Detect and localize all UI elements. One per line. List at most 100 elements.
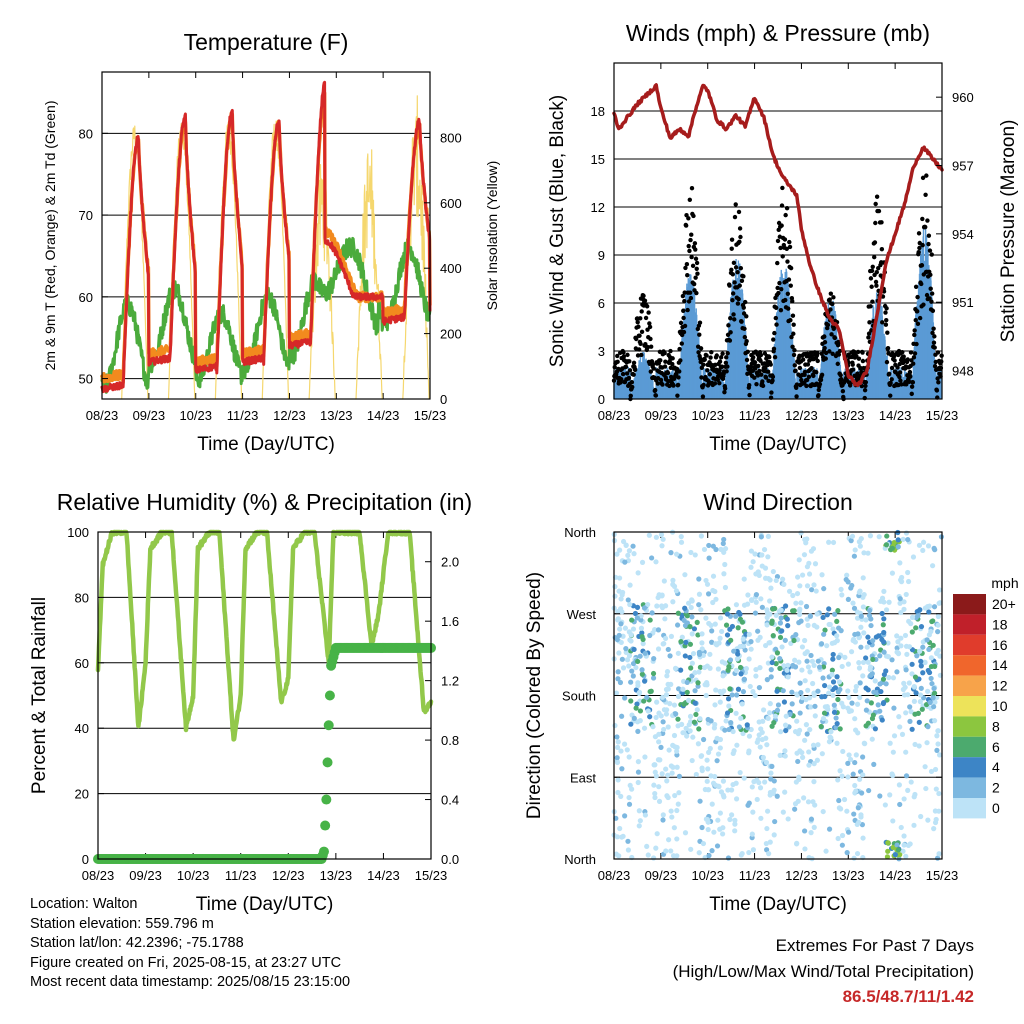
direction-point (674, 764, 680, 770)
direction-point (698, 607, 704, 613)
direction-point (765, 554, 771, 560)
direction-point (802, 637, 808, 644)
gust-point (736, 209, 742, 215)
gust-point (730, 291, 736, 296)
direction-point (659, 771, 665, 777)
direction-point (929, 681, 935, 687)
gust-point (647, 321, 652, 326)
gust-point (638, 341, 643, 347)
direction-point (800, 754, 806, 760)
direction-point (905, 578, 912, 585)
gust-point (921, 302, 926, 307)
gust-point (662, 350, 667, 356)
direction-point (916, 743, 922, 749)
direction-point (835, 696, 841, 703)
direction-point (761, 546, 768, 553)
station-info: Location: Walton Station elevation: 559.… (30, 895, 350, 993)
gust-point (930, 308, 936, 313)
gust-point (747, 392, 752, 398)
direction-point (810, 799, 816, 805)
direction-point (770, 633, 776, 639)
direction-point (773, 577, 779, 584)
gust-point (678, 320, 684, 326)
direction-point (884, 854, 891, 860)
direction-point (675, 693, 682, 700)
direction-point (785, 674, 791, 680)
legend-swatch (953, 696, 986, 717)
gust-point (639, 329, 645, 334)
gust-point (628, 393, 633, 398)
direction-point (933, 786, 939, 792)
gust-point (855, 349, 861, 355)
direction-point (866, 612, 873, 619)
direction-point (730, 750, 736, 757)
direction-point (845, 661, 852, 667)
direction-point (753, 666, 759, 673)
gust-point (901, 354, 906, 359)
temp2m-series (100, 80, 432, 394)
gust-point (879, 246, 885, 252)
direction-point (867, 533, 874, 539)
direction-point (905, 569, 911, 576)
gust-point (910, 380, 916, 385)
gust-point (808, 350, 814, 355)
direction-point (803, 722, 809, 728)
gust-point (642, 298, 648, 303)
gust-point (791, 352, 797, 358)
gust-point (936, 380, 941, 385)
direction-point (704, 581, 711, 587)
direction-point (729, 692, 735, 698)
temp9m-series (100, 91, 432, 385)
direction-point (860, 594, 866, 600)
gust-point (705, 368, 710, 373)
gust-point (868, 276, 874, 281)
direction-point (803, 603, 810, 610)
direction-point (820, 715, 827, 722)
gust-point (726, 323, 731, 328)
gust-point (799, 377, 804, 383)
direction-point (773, 661, 779, 667)
direction-point (898, 579, 905, 585)
direction-point (767, 792, 773, 798)
direction-point (842, 654, 848, 660)
gust-point (695, 271, 700, 276)
direction-point (672, 792, 678, 799)
direction-point (802, 536, 808, 543)
direction-point (931, 718, 938, 724)
gust-point (778, 307, 784, 313)
direction-point (626, 663, 632, 669)
legend-label: 16 (992, 637, 1008, 653)
gust-point (729, 237, 735, 242)
direction-point (734, 692, 740, 698)
direction-point (674, 748, 680, 754)
direction-point (724, 710, 731, 716)
direction-point (738, 671, 744, 677)
direction-point (724, 632, 731, 638)
direction-point (689, 757, 695, 764)
direction-point (890, 675, 897, 681)
direction-point (656, 784, 662, 790)
direction-point (637, 718, 643, 724)
direction-point (670, 599, 676, 605)
direction-point (721, 536, 727, 543)
direction-point (865, 550, 871, 556)
direction-point (740, 643, 747, 649)
gust-point (866, 335, 871, 340)
direction-point (808, 704, 814, 710)
gust-point (814, 370, 819, 375)
direction-point (880, 622, 886, 628)
direction-point (934, 733, 940, 739)
rh-ytick-label: 100 (67, 525, 89, 540)
wind-xtick-label: 13/23 (832, 408, 865, 423)
direction-point (868, 672, 874, 678)
gust-point (872, 240, 878, 245)
direction-point (777, 752, 783, 758)
gust-point (717, 380, 722, 386)
legend-label: 12 (992, 678, 1008, 694)
direction-point (836, 654, 842, 661)
gust-point (876, 265, 881, 271)
direction-point (913, 625, 919, 631)
rh-ytick-label: 0 (82, 852, 89, 867)
direction-point (767, 640, 773, 646)
elevation-text: Station elevation: 559.796 m (30, 915, 214, 932)
